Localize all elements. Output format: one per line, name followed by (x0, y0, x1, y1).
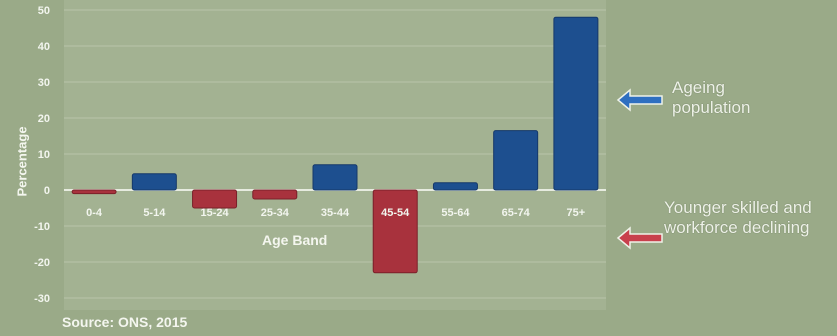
y-tick-label: 30 (38, 77, 50, 89)
y-tick-label: -20 (34, 257, 50, 269)
y-tick-label: 0 (44, 185, 50, 197)
x-tick-label: 55-64 (441, 207, 470, 219)
bar-35-44 (312, 164, 358, 191)
bar-55-64 (432, 182, 478, 191)
source-note: Source: ONS, 2015 (62, 314, 188, 330)
x-tick-label: 15-24 (200, 207, 229, 219)
younger-annotation: Younger skilled and workforce declining (664, 198, 812, 237)
x-tick-label: 5-14 (143, 207, 166, 219)
y-tick-label: -10 (34, 221, 50, 233)
y-axis-label: Percentage (14, 126, 30, 197)
bar-65-74 (493, 130, 539, 191)
bars (71, 16, 599, 274)
bar-45-54 (372, 189, 418, 274)
y-ticks: 50 40 30 20 10 0 -10 -20 -30 (34, 5, 50, 305)
bar-0-4 (71, 189, 117, 195)
younger-arrow-icon (616, 226, 663, 250)
y-tick-label: -30 (34, 293, 50, 305)
x-tick-label: 35-44 (321, 207, 350, 219)
y-tick-label: 50 (38, 5, 50, 17)
x-axis-label: Age Band (262, 232, 328, 248)
ageing-arrow-icon (616, 88, 663, 112)
bar-15-24 (192, 189, 238, 209)
y-tick-label: 20 (38, 113, 50, 125)
x-tick-label: 0-4 (86, 207, 103, 219)
bar-5-14 (131, 173, 177, 191)
bar-25-34 (252, 189, 298, 200)
y-tick-label: 10 (38, 149, 50, 161)
x-tick-label: 45-54 (381, 207, 410, 219)
x-tick-label: 75+ (567, 207, 586, 219)
bar-75+ (553, 16, 599, 191)
y-tick-label: 40 (38, 41, 50, 53)
x-tick-label: 25-34 (261, 207, 290, 219)
ageing-annotation: Ageing population (672, 78, 751, 117)
x-tick-label: 65-74 (502, 207, 531, 219)
x-ticks: 0-4 5-14 15-24 25-34 35-44 45-54 55-64 65-74 75+ (86, 207, 585, 219)
